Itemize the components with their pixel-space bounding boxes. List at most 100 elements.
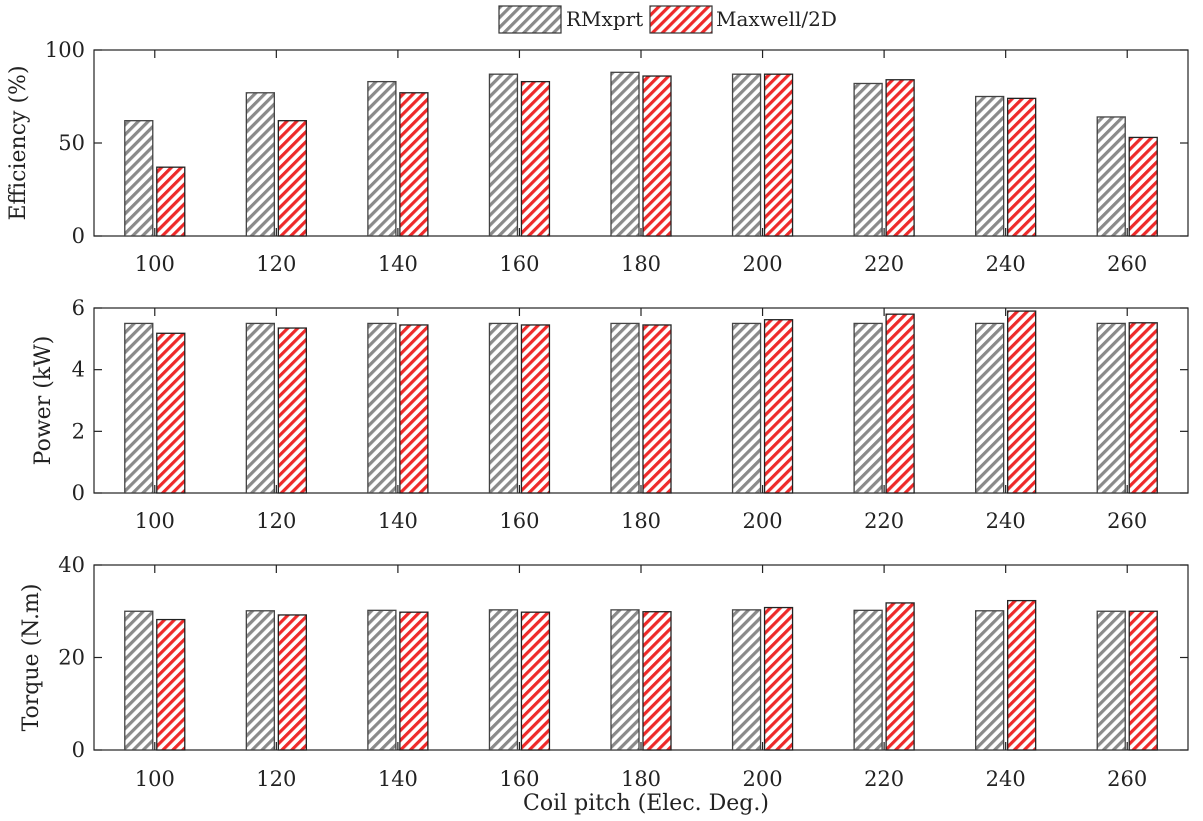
y-tick-label: 40 xyxy=(58,553,85,577)
x-tick-label: 240 xyxy=(986,767,1026,791)
y-tick-label: 100 xyxy=(45,38,85,62)
y-tick-label: 0 xyxy=(72,481,85,505)
x-tick-label: 100 xyxy=(135,252,175,276)
bar-maxwell-220 xyxy=(885,313,915,494)
x-tick-label: 200 xyxy=(743,509,783,533)
bar-rmxprt-100 xyxy=(124,322,154,494)
bar-maxwell-120 xyxy=(277,120,307,237)
bar-rmxprt-120 xyxy=(245,92,275,237)
x-tick-label: 260 xyxy=(1107,509,1147,533)
x-tick-label: 240 xyxy=(986,252,1026,276)
bar-maxwell-100 xyxy=(156,618,186,751)
x-tick-label: 160 xyxy=(499,252,539,276)
bar-rmxprt-220 xyxy=(853,322,883,494)
y-axis-title: Power (kW) xyxy=(31,336,56,466)
bar-rmxprt-160 xyxy=(488,73,519,237)
bar-maxwell-180 xyxy=(642,611,672,751)
y-tick-label: 20 xyxy=(58,646,85,670)
x-tick-label: 180 xyxy=(621,509,661,533)
x-tick-label: 160 xyxy=(499,509,539,533)
bar-rmxprt-180 xyxy=(610,71,640,237)
bar-rmxprt-160 xyxy=(488,609,519,751)
bar-rmxprt-200 xyxy=(731,322,762,494)
legend-swatch-rmxprt xyxy=(498,5,562,34)
bar-rmxprt-140 xyxy=(367,80,397,237)
x-tick-label: 220 xyxy=(864,509,904,533)
bar-rmxprt-180 xyxy=(610,322,640,494)
bar-rmxprt-240 xyxy=(975,95,1005,237)
legend-swatch-maxwell xyxy=(649,5,713,34)
y-axis-title: Efficiency (%) xyxy=(6,65,31,220)
bar-rmxprt-180 xyxy=(610,609,640,751)
bar-maxwell-160 xyxy=(520,324,551,494)
x-tick-label: 120 xyxy=(256,509,296,533)
bar-maxwell-160 xyxy=(520,611,551,751)
bar-maxwell-200 xyxy=(763,73,794,237)
bar-maxwell-140 xyxy=(399,324,429,494)
x-tick-label: 120 xyxy=(256,767,296,791)
x-tick-label: 140 xyxy=(378,252,418,276)
bar-rmxprt-220 xyxy=(853,609,883,751)
bar-maxwell-260 xyxy=(1128,322,1158,494)
y-tick-label: 50 xyxy=(58,131,85,155)
x-tick-label: 200 xyxy=(743,252,783,276)
x-tick-label: 180 xyxy=(621,767,661,791)
bar-maxwell-180 xyxy=(642,75,672,237)
x-tick-label: 180 xyxy=(621,252,661,276)
bar-rmxprt-260 xyxy=(1096,610,1126,751)
x-axis-title: Coil pitch (Elec. Deg.) xyxy=(523,791,769,816)
bar-rmxprt-240 xyxy=(975,322,1005,494)
x-tick-label: 240 xyxy=(986,509,1026,533)
bar-maxwell-220 xyxy=(885,602,915,751)
bar-maxwell-120 xyxy=(277,614,307,751)
x-tick-label: 220 xyxy=(864,767,904,791)
bar-maxwell-240 xyxy=(1007,97,1037,237)
bar-rmxprt-220 xyxy=(853,82,883,237)
x-tick-label: 100 xyxy=(135,767,175,791)
x-tick-label: 140 xyxy=(378,767,418,791)
y-tick-label: 4 xyxy=(72,358,85,382)
bar-maxwell-120 xyxy=(277,327,307,494)
bar-rmxprt-100 xyxy=(124,120,154,237)
bar-maxwell-240 xyxy=(1007,599,1037,751)
y-tick-label: 0 xyxy=(72,738,85,762)
y-tick-label: 6 xyxy=(72,296,85,320)
bar-maxwell-140 xyxy=(399,92,429,237)
bar-maxwell-100 xyxy=(156,166,186,237)
x-tick-label: 260 xyxy=(1107,252,1147,276)
bar-maxwell-200 xyxy=(763,606,794,751)
y-tick-label: 0 xyxy=(72,224,85,248)
bar-rmxprt-260 xyxy=(1096,322,1126,494)
y-axis-title: Torque (N.m) xyxy=(19,584,44,732)
efficiency-panel: 0 50 100 Efficiency (%) 100 120 140 160 180 200 22… xyxy=(6,38,1189,276)
bar-maxwell-160 xyxy=(520,80,551,237)
bar-maxwell-200 xyxy=(763,319,794,494)
legend: RMxprt Maxwell/2D xyxy=(498,5,837,34)
bar-rmxprt-240 xyxy=(975,610,1005,751)
x-tick-label: 120 xyxy=(256,252,296,276)
x-tick-label: 220 xyxy=(864,252,904,276)
bar-rmxprt-120 xyxy=(245,610,275,751)
y-tick-label: 2 xyxy=(72,419,85,443)
x-tick-label: 200 xyxy=(743,767,783,791)
bar-maxwell-180 xyxy=(642,324,672,494)
x-tick-label: 260 xyxy=(1107,767,1147,791)
bar-maxwell-220 xyxy=(885,79,915,237)
bar-maxwell-140 xyxy=(399,611,429,751)
power-panel: 0 2 4 6 Power (kW) 100 120 140 160 180 200 220 240 26… xyxy=(31,296,1189,533)
bar-rmxprt-140 xyxy=(367,609,397,751)
bar-rmxprt-160 xyxy=(488,322,519,494)
bar-rmxprt-140 xyxy=(367,322,397,494)
legend-label-rmxprt: RMxprt xyxy=(566,7,643,31)
bar-maxwell-260 xyxy=(1128,610,1158,751)
torque-panel: 0 20 40 Torque (N.m) 100 120 140 160 180 200 220 24… xyxy=(19,553,1189,791)
bar-maxwell-100 xyxy=(156,332,186,494)
bar-rmxprt-200 xyxy=(731,609,762,751)
bar-maxwell-260 xyxy=(1128,136,1158,237)
bar-maxwell-240 xyxy=(1007,310,1037,494)
bar-rmxprt-260 xyxy=(1096,116,1126,237)
x-tick-label: 140 xyxy=(378,509,418,533)
bar-rmxprt-120 xyxy=(245,322,275,494)
bar-rmxprt-100 xyxy=(124,610,154,751)
